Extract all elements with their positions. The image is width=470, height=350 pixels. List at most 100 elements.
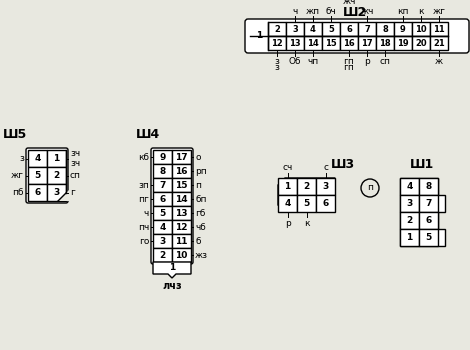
Text: жз: жз xyxy=(195,251,208,259)
Bar xyxy=(376,22,394,36)
Text: Ш5: Ш5 xyxy=(3,128,27,141)
Text: 6: 6 xyxy=(159,195,165,203)
Text: 6: 6 xyxy=(425,216,431,225)
Text: 14: 14 xyxy=(175,195,188,203)
Bar xyxy=(172,220,191,234)
Text: Ш3: Ш3 xyxy=(331,159,355,172)
Text: 1: 1 xyxy=(54,154,60,163)
Text: жг: жг xyxy=(432,7,446,16)
Text: пг: пг xyxy=(138,195,149,203)
Text: пч: пч xyxy=(138,223,149,231)
Text: 10: 10 xyxy=(175,251,188,259)
Text: 16: 16 xyxy=(343,38,355,48)
Bar xyxy=(340,22,358,36)
Text: 9: 9 xyxy=(159,153,166,161)
Bar xyxy=(376,36,394,50)
Text: 1: 1 xyxy=(407,233,413,242)
Bar xyxy=(268,36,286,50)
Text: 1: 1 xyxy=(169,264,175,273)
Bar xyxy=(153,234,172,248)
Bar xyxy=(412,22,430,36)
Text: 4: 4 xyxy=(406,182,413,191)
Text: кб: кб xyxy=(138,153,149,161)
Bar xyxy=(268,22,286,36)
Text: зп: зп xyxy=(138,181,149,189)
Text: к: к xyxy=(304,218,309,228)
Text: ж: ж xyxy=(435,57,443,66)
Text: зч
зч: зч зч xyxy=(70,149,80,168)
Bar xyxy=(153,206,172,220)
Text: лчз: лчз xyxy=(162,281,182,291)
FancyBboxPatch shape xyxy=(245,19,469,53)
Text: 20: 20 xyxy=(415,38,427,48)
Text: з: з xyxy=(274,56,280,65)
Bar xyxy=(172,192,191,206)
Text: 12: 12 xyxy=(175,223,188,231)
Bar xyxy=(153,248,172,262)
Text: пб: пб xyxy=(13,188,24,197)
Text: 2: 2 xyxy=(159,251,165,259)
Text: 19: 19 xyxy=(397,38,409,48)
Text: бп: бп xyxy=(195,195,206,203)
Text: 14: 14 xyxy=(307,38,319,48)
Bar xyxy=(28,150,47,167)
Text: го: го xyxy=(139,237,149,245)
Text: 16: 16 xyxy=(175,167,188,175)
Text: п: п xyxy=(195,181,201,189)
Bar xyxy=(286,22,304,36)
Text: 2: 2 xyxy=(303,182,310,191)
Bar xyxy=(153,178,172,192)
Text: к: к xyxy=(418,7,424,16)
Bar xyxy=(47,150,66,167)
Polygon shape xyxy=(58,189,70,201)
Text: 18: 18 xyxy=(379,38,391,48)
Bar xyxy=(340,36,358,50)
Bar xyxy=(286,36,304,50)
Text: жп: жп xyxy=(306,7,320,16)
Text: Ш4: Ш4 xyxy=(136,128,160,141)
Bar xyxy=(419,178,438,195)
Text: сч: сч xyxy=(282,163,293,173)
Bar xyxy=(153,150,172,164)
Text: о: о xyxy=(195,153,201,161)
Text: ч: ч xyxy=(292,7,298,16)
Text: жч: жч xyxy=(342,0,356,7)
Bar xyxy=(172,150,191,164)
Text: 3: 3 xyxy=(159,237,165,245)
Bar xyxy=(304,22,322,36)
Polygon shape xyxy=(400,178,445,246)
Text: 3: 3 xyxy=(322,182,329,191)
Text: 7: 7 xyxy=(159,181,166,189)
Bar xyxy=(400,212,419,229)
Text: 5: 5 xyxy=(425,233,431,242)
Text: 10: 10 xyxy=(415,25,427,34)
Text: бч: бч xyxy=(326,7,337,16)
Text: 4: 4 xyxy=(310,25,316,34)
Text: 5: 5 xyxy=(159,209,165,217)
Bar xyxy=(419,229,438,246)
Text: 2: 2 xyxy=(54,171,60,180)
FancyBboxPatch shape xyxy=(151,148,193,264)
Text: чб: чб xyxy=(195,223,206,231)
Bar xyxy=(172,178,191,192)
Text: 3: 3 xyxy=(407,199,413,208)
Text: 15: 15 xyxy=(175,181,188,189)
Text: 4: 4 xyxy=(34,154,41,163)
Bar xyxy=(278,178,297,195)
Bar xyxy=(430,22,448,36)
Text: 8: 8 xyxy=(425,182,431,191)
Bar xyxy=(358,22,376,36)
Text: с: с xyxy=(323,163,328,173)
Text: 17: 17 xyxy=(175,153,188,161)
Bar xyxy=(419,195,438,212)
Bar xyxy=(153,164,172,178)
Text: 6: 6 xyxy=(346,25,352,34)
Text: 12: 12 xyxy=(271,38,283,48)
Text: 9: 9 xyxy=(400,25,406,34)
Text: жч: жч xyxy=(360,7,374,16)
Text: гб: гб xyxy=(195,209,205,217)
Text: п: п xyxy=(367,183,373,192)
Text: 8: 8 xyxy=(159,167,165,175)
Bar xyxy=(322,22,340,36)
Text: Ш2: Ш2 xyxy=(343,6,367,19)
